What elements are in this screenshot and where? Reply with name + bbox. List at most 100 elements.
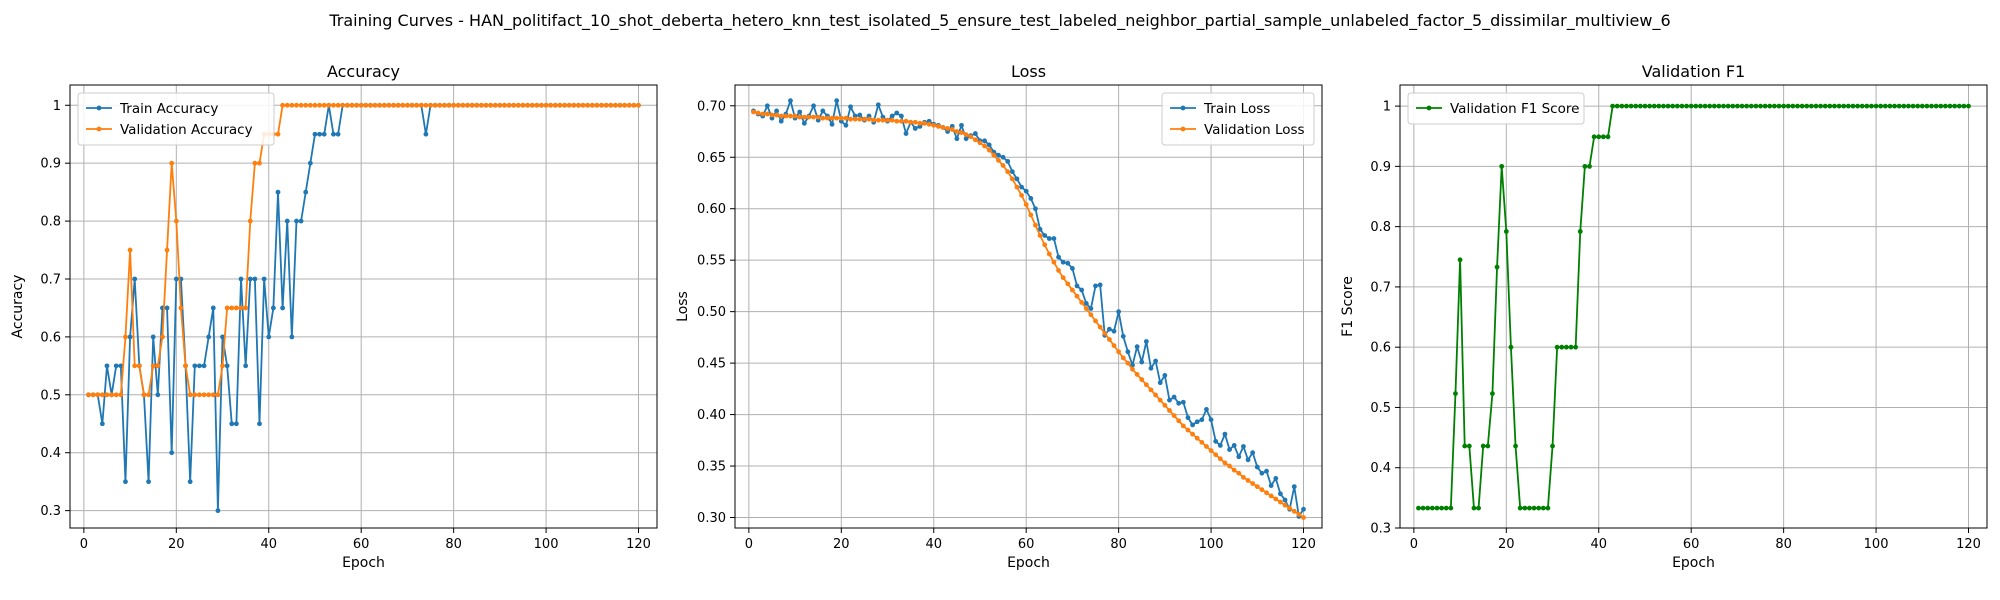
chart-2-series-1-point xyxy=(889,113,895,119)
chart-3-series-1-point xyxy=(1730,103,1736,109)
chart-3-series-1-point xyxy=(1563,344,1569,350)
chart-3-series-1-point xyxy=(1785,103,1791,109)
chart-1-series-2-point xyxy=(488,102,494,108)
chart-1-ylabel: Accuracy xyxy=(10,275,26,339)
chart-1-series-2-point xyxy=(132,363,138,369)
chart-1-series-2-point xyxy=(294,102,299,108)
chart-3-series-1-point xyxy=(1882,103,1888,109)
chart-3-series-1-point xyxy=(1859,103,1865,109)
chart-1-series-2-point xyxy=(289,102,295,108)
chart-1-series-2-point xyxy=(562,102,567,108)
chart-2-series-1-point xyxy=(1060,259,1066,265)
chart-2-series-2-point xyxy=(1176,418,1182,424)
chart-2-series-2-point xyxy=(1070,287,1075,293)
chart-2-series-2-point xyxy=(1153,392,1159,398)
chart-1-series-2-point xyxy=(506,102,512,108)
chart-3-y-tick-label: 0.8 xyxy=(1370,220,1391,235)
chart-1-series-1-point xyxy=(201,363,207,369)
chart-2-series-2-point xyxy=(1287,505,1293,511)
chart-2-series-2-point xyxy=(829,115,835,121)
chart-2-series-1-point xyxy=(1088,306,1094,311)
chart-2-series-2-point xyxy=(1088,312,1094,318)
chart-2-series-2-point xyxy=(1204,444,1209,449)
chart-1-series-1-point xyxy=(266,334,272,340)
chart-1-legend-box xyxy=(77,92,275,146)
chart-2-y-tick-label: 0.55 xyxy=(697,254,726,269)
chart-2-series-2-point xyxy=(815,114,821,120)
chart-3-series-1-point xyxy=(1591,134,1597,140)
chart-2-series-2-point xyxy=(1301,515,1306,520)
chart-2-series-1-point xyxy=(1199,417,1205,423)
chart-3-series-1-point xyxy=(1762,103,1768,109)
chart-3-series-1-point xyxy=(1813,103,1819,109)
chart-3-series-1-point xyxy=(1508,344,1514,350)
chart-1-series-2-point xyxy=(233,305,239,311)
chart-1-series-2-point xyxy=(539,102,544,108)
chart-1-y-tick-label: 0.5 xyxy=(40,388,61,403)
chart-2-series-2-point xyxy=(1019,192,1024,198)
chart-1-series-2-point xyxy=(603,102,609,108)
chart-3-y-tick-label: 0.7 xyxy=(1370,280,1391,295)
chart-1-series-2-point xyxy=(146,392,151,398)
chart-1-series-2-point xyxy=(594,102,600,108)
chart-2-xlabel: Epoch xyxy=(1007,555,1050,571)
chart-2-series-2-point xyxy=(1111,343,1117,349)
chart-1-series-2-point xyxy=(571,102,577,108)
chart-3-series-1-point xyxy=(1545,505,1551,511)
chart-1-series-2-point xyxy=(123,334,128,340)
chart-1-series-1-point xyxy=(187,479,193,485)
chart-2-y-tick-label: 0.60 xyxy=(697,202,726,217)
chart-3-series-1-point xyxy=(1443,505,1449,511)
chart-1-series-1-point xyxy=(155,392,161,398)
chart-1-series-2-point xyxy=(455,102,461,108)
chart-2-series-2-point xyxy=(755,110,761,116)
chart-1-series-2-point xyxy=(257,160,262,166)
chart-1-series-2-point xyxy=(469,102,475,108)
chart-1-legend: Train Accuracy Validation Accuracy xyxy=(77,92,275,146)
chart-2-series-2-point xyxy=(963,132,969,138)
chart-1-series-2-point xyxy=(335,102,341,108)
chart-3-series-1-point xyxy=(1434,505,1440,511)
chart-3-series-1-point xyxy=(1892,103,1897,109)
chart-2-series-1-point xyxy=(1291,484,1297,490)
chart-3-series-1-point xyxy=(1596,134,1602,140)
chart-1-series-1-point xyxy=(252,276,258,282)
chart-1-series-1-point xyxy=(280,305,286,311)
chart-3-series-1-point xyxy=(1540,505,1546,511)
chart-2-series-2-point xyxy=(935,123,941,129)
chart-3-series-1-point xyxy=(1966,103,1971,109)
chart-1-series-2-point xyxy=(432,102,438,108)
chart-1-series-1-point xyxy=(146,479,151,485)
chart-1-series-1-point xyxy=(206,334,212,340)
chart-1-series-2-point xyxy=(95,392,101,398)
chart-1-series-2-point xyxy=(478,102,484,108)
chart-2-series-1-point xyxy=(1134,344,1140,350)
chart-2-x-tick-label: 100 xyxy=(1199,537,1224,552)
chart-3-series-1-point xyxy=(1550,443,1555,449)
chart-3-series-1-point xyxy=(1869,103,1874,109)
chart-2-series-2-point xyxy=(945,126,951,131)
chart-2-y-tick-label: 0.35 xyxy=(697,460,726,475)
chart-3-x-tick-label: 120 xyxy=(1956,537,1981,552)
chart-2-series-2-point xyxy=(889,117,895,123)
chart-3-series-1-point xyxy=(1688,103,1694,109)
chart-2-series-1-point xyxy=(1222,431,1228,437)
chart-1-series-2-point xyxy=(368,102,373,108)
chart-1-series-1-point xyxy=(423,131,429,137)
chart-2-series-2-point xyxy=(834,115,840,121)
chart-3-series-1-point xyxy=(1573,344,1579,350)
chart-2-frame xyxy=(734,84,1323,529)
chart-2-series-1-point xyxy=(903,131,909,136)
chart-1-series-2-point xyxy=(626,102,632,108)
chart-2-series-1-point xyxy=(1074,283,1080,289)
chart-3-series-1-point xyxy=(1651,103,1657,109)
chart-2-series-2-point xyxy=(848,116,853,122)
chart-2-series-2-point xyxy=(1079,299,1085,305)
chart-3-series-1-point xyxy=(1531,505,1537,511)
chart-3-series-1-point xyxy=(1707,103,1713,109)
chart-3-series-1-point xyxy=(1845,103,1851,109)
chart-3-series-1-point xyxy=(1670,103,1676,109)
chart-1-series-2-point xyxy=(548,102,554,108)
chart-2-series-2-point xyxy=(1171,413,1177,418)
chart-1-series-2-point xyxy=(617,102,623,108)
